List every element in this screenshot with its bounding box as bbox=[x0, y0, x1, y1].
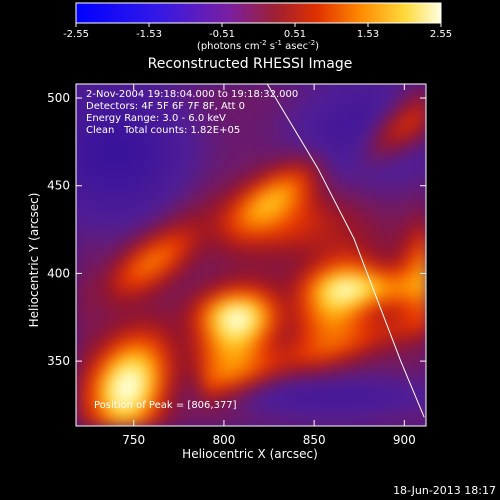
colorbar-tick-label: -0.51 bbox=[209, 29, 235, 40]
x-tick-label: 750 bbox=[122, 433, 145, 447]
annotation-clean: Clean bbox=[86, 125, 114, 136]
colorbar bbox=[75, 2, 442, 24]
axis-ticks: 750 800 850 900 350 400 450 500 bbox=[47, 84, 426, 447]
x-tick-label: 850 bbox=[303, 433, 326, 447]
peak-label: Position of Peak = [806,377] bbox=[94, 400, 237, 411]
colorbar-tick-label: -2.55 bbox=[63, 29, 89, 40]
colorbar-tick-label: 1.53 bbox=[357, 29, 379, 40]
y-tick-label: 500 bbox=[47, 91, 70, 105]
solar-limb-line bbox=[266, 84, 425, 418]
x-tick-label: 900 bbox=[393, 433, 416, 447]
y-tick-label: 450 bbox=[47, 179, 70, 193]
annotation-counts: Total counts: 1.82E+05 bbox=[123, 125, 240, 136]
annotation-energy: Energy Range: 3.0 - 6.0 keV bbox=[86, 113, 226, 124]
colorbar-unit: (photons cm-2 s-1 asec-2) bbox=[197, 39, 319, 52]
heatmap-image bbox=[76, 84, 426, 426]
y-tick-label: 350 bbox=[47, 354, 70, 368]
y-tick-label: 400 bbox=[47, 266, 70, 280]
annotation-detectors: Detectors: 4F 5F 6F 7F 8F, Att 0 bbox=[86, 101, 245, 112]
plot-frame bbox=[75, 83, 427, 427]
y-axis-label: Heliocentric Y (arcsec) bbox=[27, 193, 41, 328]
annotation-time: 2-Nov-2004 19:18:04.000 to 19:18:32.000 bbox=[86, 89, 298, 100]
x-tick-label: 800 bbox=[212, 433, 235, 447]
colorbar-tick-label: 0.51 bbox=[284, 29, 306, 40]
colorbar-tick-label: 2.55 bbox=[430, 29, 452, 40]
timestamp: 18-Jun-2013 18:17 bbox=[393, 484, 496, 497]
chart-title: Reconstructed RHESSI Image bbox=[148, 56, 353, 72]
colorbar-tick-label: -1.53 bbox=[136, 29, 162, 40]
x-axis-label: Heliocentric X (arcsec) bbox=[182, 447, 318, 461]
colorbar-ticks: -2.55 -1.53 -0.51 0.51 1.53 2.55 bbox=[63, 23, 452, 40]
